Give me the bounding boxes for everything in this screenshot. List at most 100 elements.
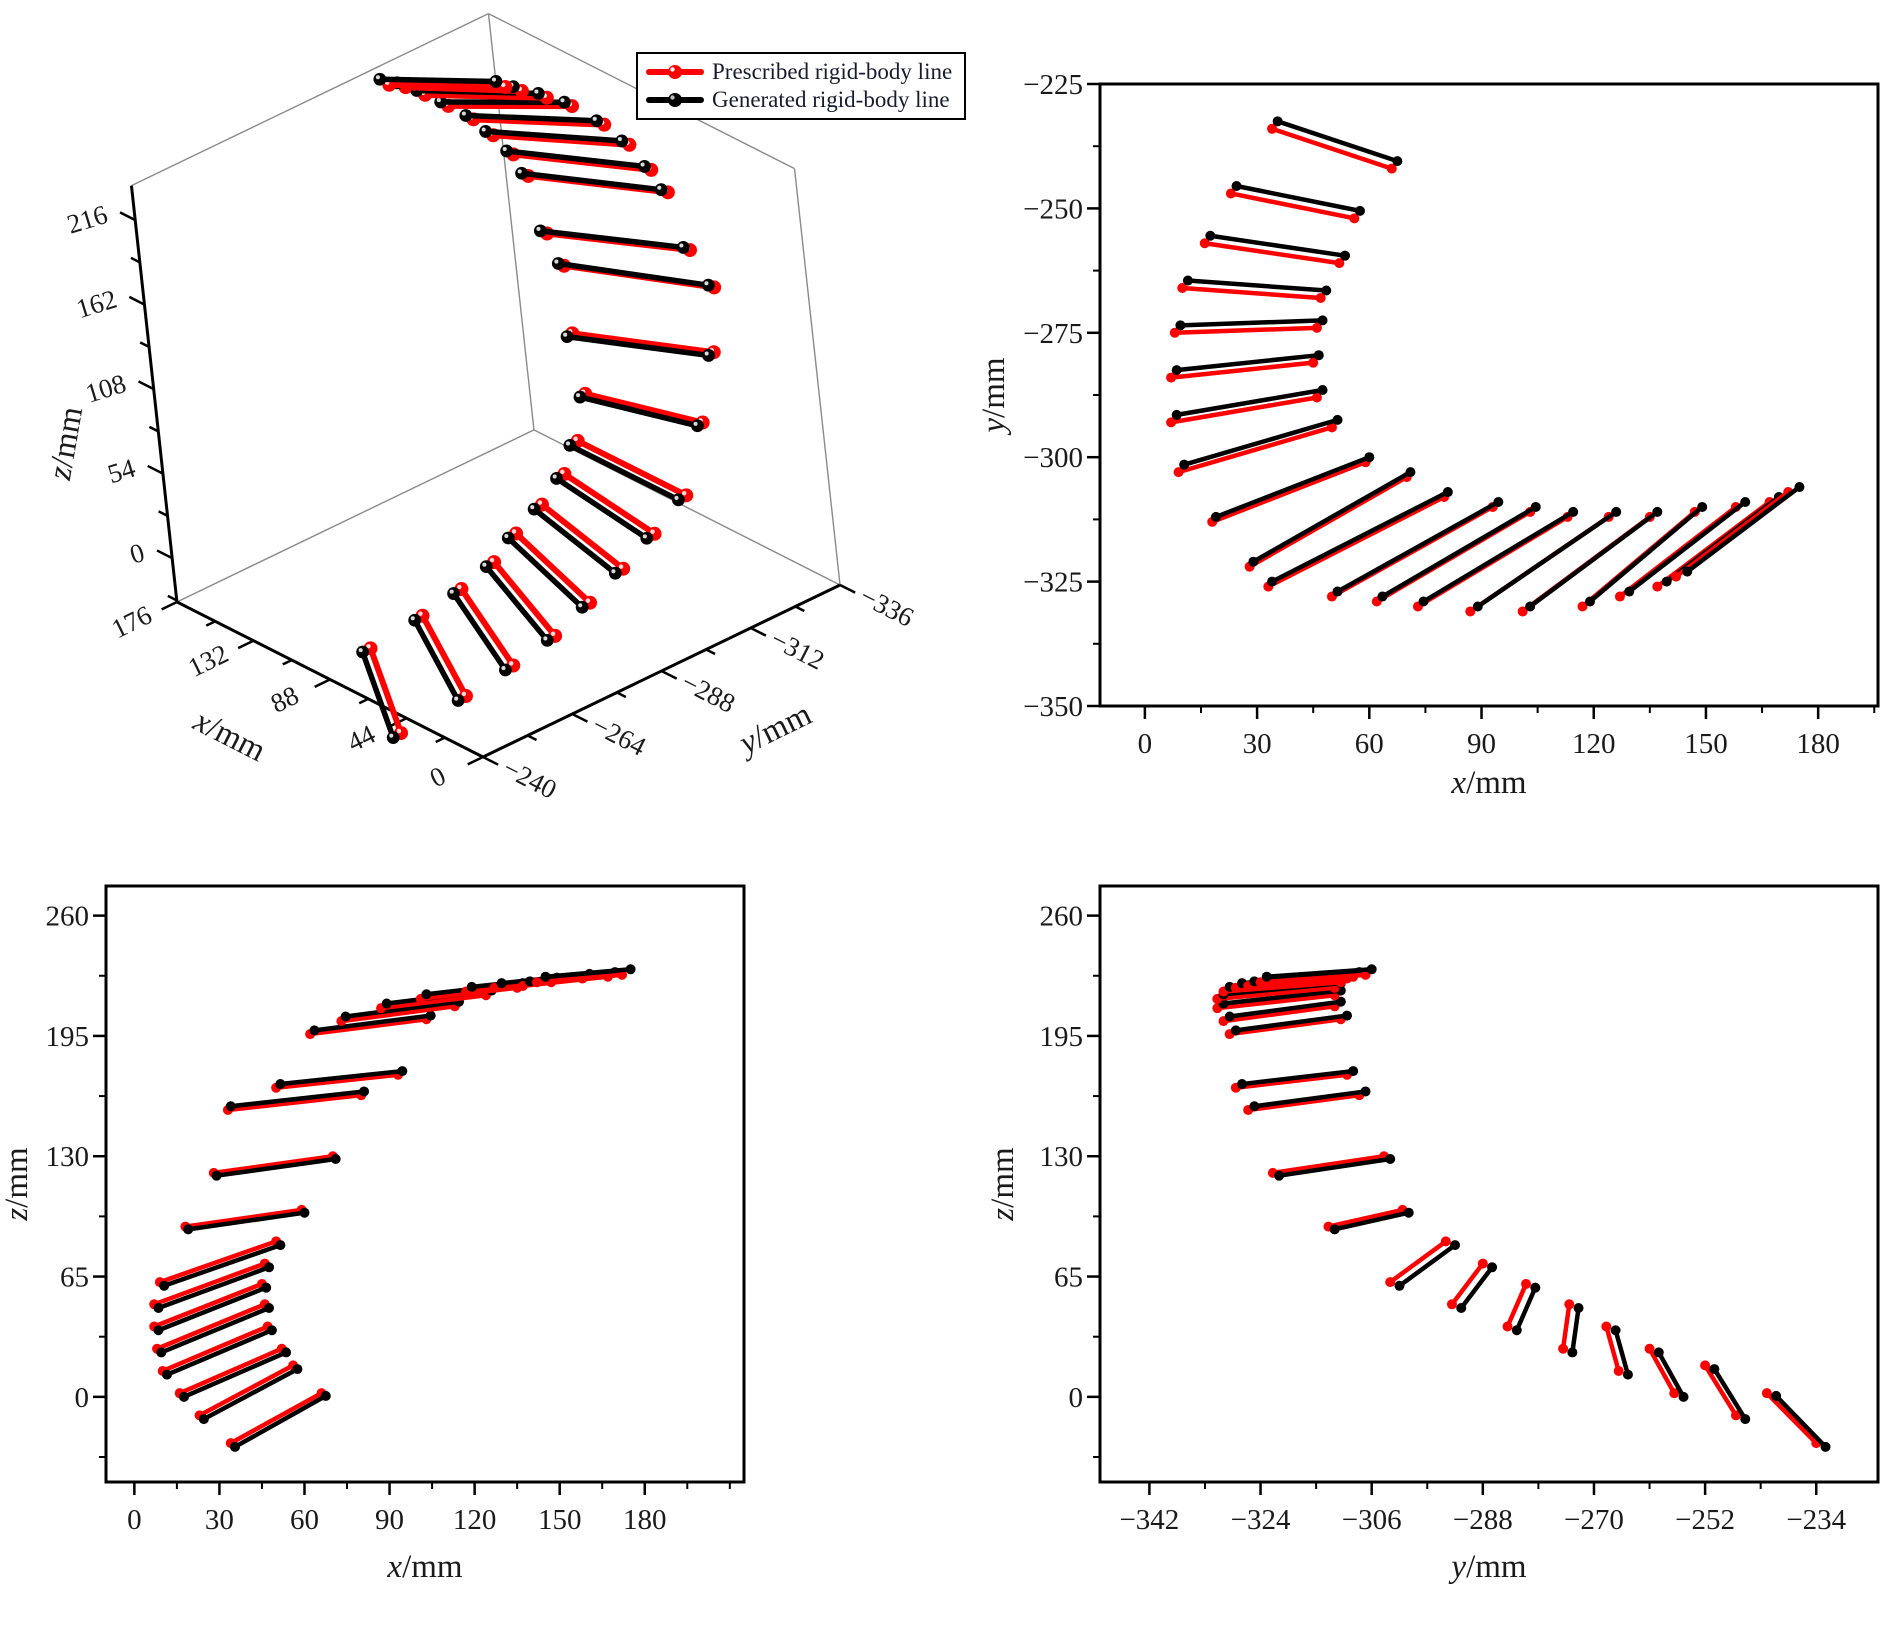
segment-line (1560, 1302, 1572, 1351)
marker-dot (1230, 1025, 1241, 1036)
segment-line (1275, 119, 1400, 164)
segment-line (564, 333, 712, 359)
x-tick-label: 90 (375, 1504, 404, 1536)
marker-highlight (617, 136, 622, 142)
segment-xy-generated (1171, 350, 1324, 376)
segment-line (1176, 425, 1335, 475)
segment-line (463, 112, 600, 124)
segment-line (1209, 459, 1368, 525)
marker-dot (1530, 501, 1541, 512)
marker-dot (359, 1086, 370, 1097)
y-minor-tick (794, 605, 805, 613)
x-tick-label: −252 (1675, 1504, 1735, 1536)
segment-line (1764, 1390, 1819, 1446)
segment-line (458, 586, 517, 669)
marker-dot (1613, 1365, 1624, 1376)
segment-xy-generated (1248, 467, 1416, 567)
marker-highlight (704, 281, 709, 286)
marker-highlight (454, 696, 459, 701)
y-tick-label: −250 (1023, 193, 1083, 225)
marker-dot (1385, 1277, 1396, 1288)
segment-xy-prescribed (1671, 487, 1794, 582)
segment-yz-generated (1709, 1364, 1751, 1425)
y-tick-label: 130 (1040, 1141, 1084, 1173)
marker-dot (330, 1154, 341, 1165)
segment-xy-generated (1525, 506, 1663, 612)
marker-dot (1267, 123, 1278, 134)
marker-dot (1511, 1325, 1522, 1336)
y-axis-3d (482, 583, 841, 759)
y-axis-title: z/mm (985, 1147, 1021, 1222)
marker-dot (381, 998, 392, 1009)
segment-line (367, 645, 405, 737)
legend-swatch-prescribed-line (646, 65, 704, 79)
box-edge (176, 429, 535, 603)
marker-dot (1644, 1343, 1655, 1354)
axis-variable: y (1448, 1549, 1466, 1585)
segment-line (513, 530, 594, 606)
segment-3d-generated (447, 587, 512, 677)
y-minor-tick (616, 691, 627, 699)
segment-line (307, 1017, 429, 1037)
marker-dot (1392, 156, 1403, 167)
marker-ball (489, 75, 503, 88)
marker-dot (421, 989, 432, 1000)
marker-highlight (576, 393, 581, 398)
marker-dot (1661, 576, 1672, 587)
marker-ball (540, 633, 554, 647)
segment-line (1647, 1346, 1677, 1396)
segment-line (157, 1239, 279, 1285)
marker-ball (654, 183, 668, 197)
segment-line (225, 1092, 364, 1113)
segment-line (1180, 285, 1323, 301)
marker-highlight (670, 95, 675, 100)
marker-ball (608, 566, 622, 580)
segment-xz-generated (159, 1240, 286, 1291)
marker-dot (1584, 596, 1595, 607)
marker-dot (1530, 1282, 1541, 1293)
segment-yz-generated (1394, 1240, 1461, 1291)
marker-highlight (461, 111, 466, 116)
marker-dot (496, 978, 507, 989)
segment-line (1266, 494, 1447, 589)
marker-dot (1332, 414, 1343, 425)
segment-line (1185, 278, 1329, 293)
marker-dot (466, 981, 477, 992)
segment-line (273, 1072, 401, 1091)
segment-line (505, 535, 585, 610)
marker-highlight (482, 562, 487, 567)
y-axis-title: z/mm (0, 1147, 35, 1222)
segment-line (359, 649, 396, 741)
segment-line (561, 470, 658, 537)
marker-ball (701, 278, 715, 292)
marker-dot (153, 1303, 164, 1314)
segment-3d-prescribed (415, 608, 473, 704)
marker-dot (275, 1079, 286, 1090)
marker-dot (183, 1224, 194, 1235)
segment-yz-prescribed (1502, 1278, 1532, 1332)
y-tick-label: −336 (855, 581, 918, 633)
marker-dot (1339, 250, 1350, 261)
segment-line (312, 1013, 433, 1033)
x-axis-title-3d: x/mm (187, 703, 271, 770)
marker-dot (1248, 556, 1259, 567)
segment-line (183, 1207, 304, 1229)
y-tick-label: 0 (1069, 1382, 1084, 1414)
marker-dot (1418, 596, 1429, 607)
segment-line (1215, 992, 1337, 1011)
marker-dot (1166, 372, 1177, 383)
y-minor-tick (527, 734, 538, 742)
segment-xy-prescribed (1177, 283, 1326, 303)
x-tick-label: 180 (623, 1504, 667, 1536)
segment-xy-generated (1171, 385, 1328, 420)
segment-line (339, 1004, 458, 1024)
segment-3d-generated (527, 502, 622, 580)
marker-dot (1403, 1207, 1414, 1218)
marker-highlight (530, 505, 535, 510)
marker-dot (225, 1101, 236, 1112)
x-minor-tick (282, 658, 293, 666)
segment-xz-generated (211, 1154, 341, 1181)
segment-xy-prescribed (1225, 188, 1360, 224)
segment-line (1335, 499, 1501, 594)
marker-dot (1601, 1321, 1612, 1332)
